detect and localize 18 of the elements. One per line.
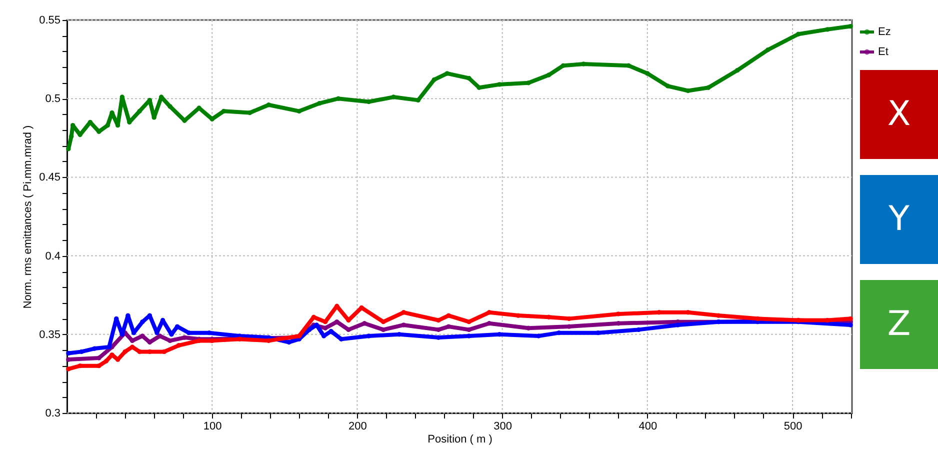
y-axis-title: Norm. rms emittances ( Pi.mm.mrad ) (22, 125, 34, 309)
y-tick-label: 0.4 (45, 250, 60, 262)
x-tick-label: 300 (494, 420, 512, 432)
text: X (887, 94, 911, 134)
y-tick-label: 0.5 (45, 93, 60, 106)
x-axis-title: Position ( m ) (428, 434, 492, 446)
y-tick-label: 0.3 (45, 408, 60, 420)
x-tick-label: 500 (784, 420, 802, 432)
y-tick-label: 0.55 (39, 14, 60, 26)
text: Y (888, 199, 910, 239)
y-tick-label: 0.35 (39, 328, 60, 341)
x-tick-label: 400 (638, 420, 658, 432)
legend-label: Ez (878, 26, 891, 38)
y-tick-label: 0.45 (39, 172, 60, 184)
text: Z (887, 304, 911, 344)
legend-label: Et (878, 46, 888, 58)
x-tick-label: 100 (203, 420, 222, 432)
x-tick-label: 200 (348, 420, 367, 432)
